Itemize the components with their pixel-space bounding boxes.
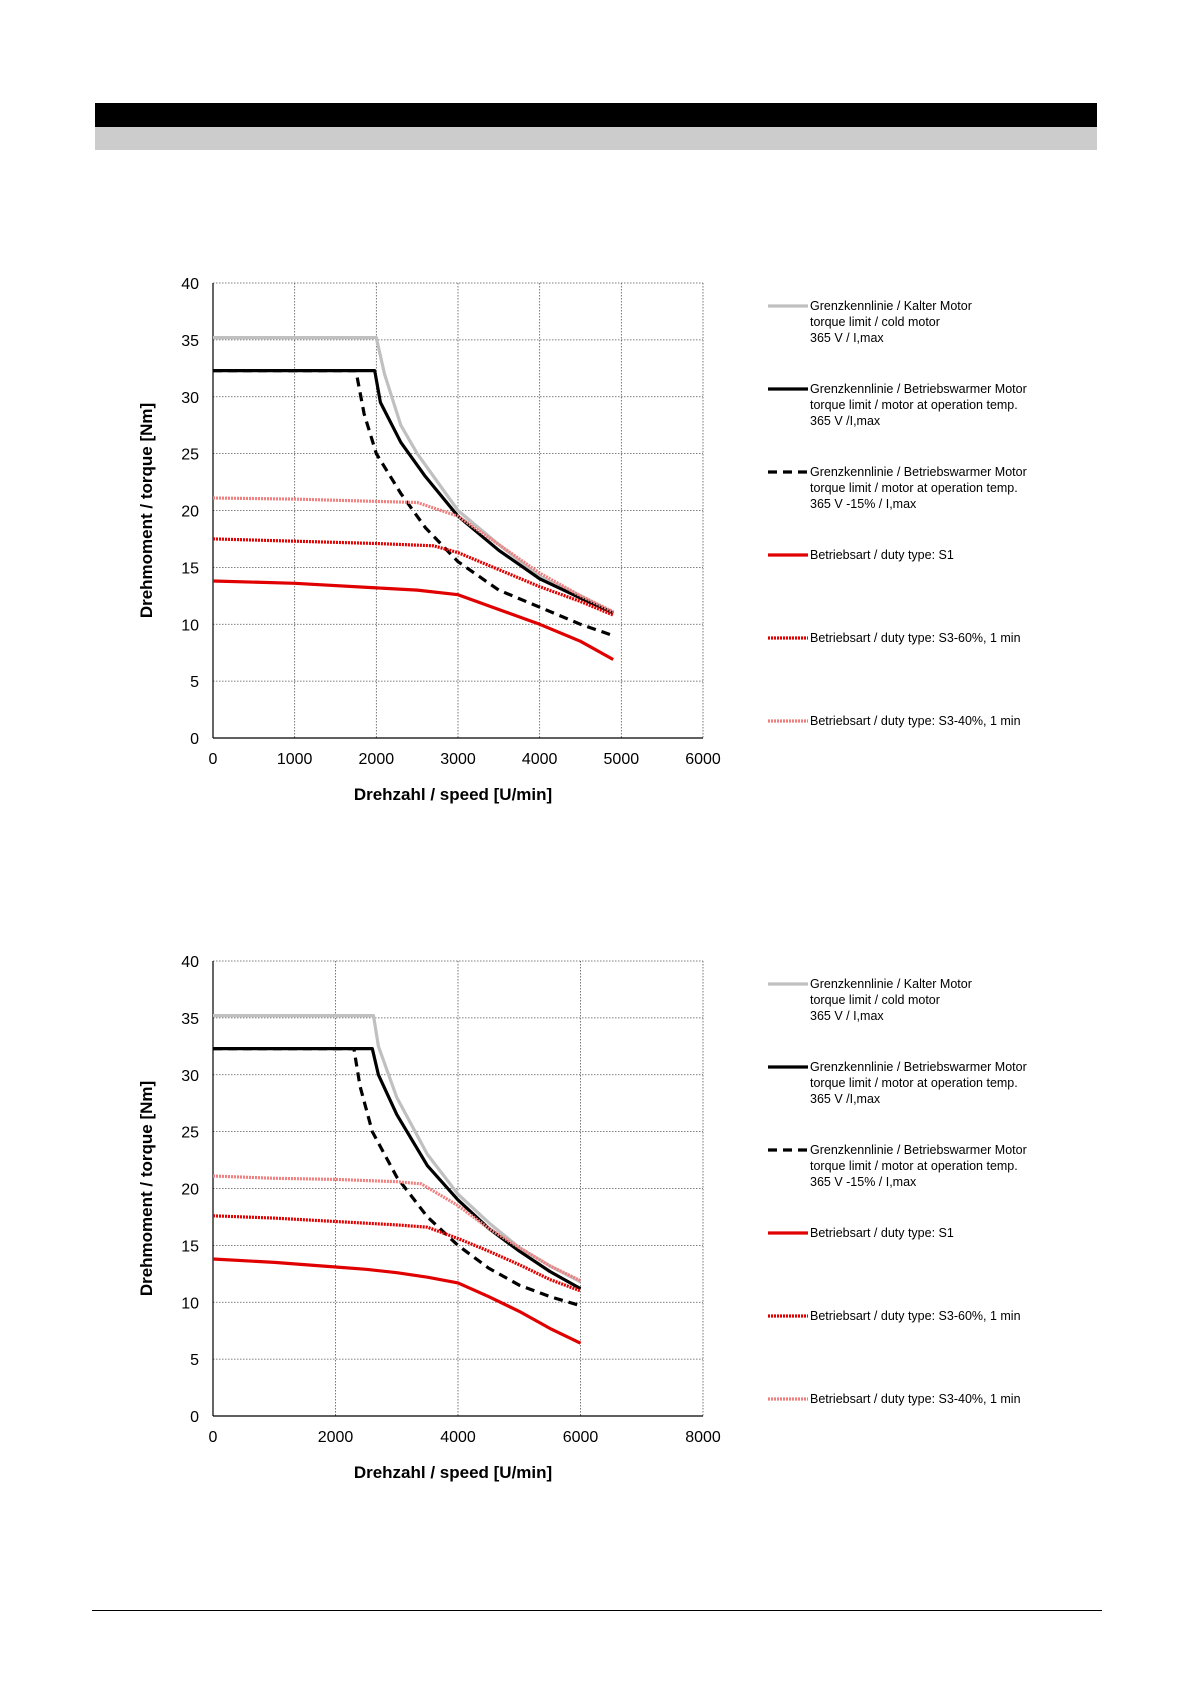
x-tick-label: 8000 <box>685 1429 721 1446</box>
x-tick-label: 4000 <box>440 1429 476 1446</box>
x-tick-label: 5000 <box>604 751 640 768</box>
x-tick-label: 1000 <box>277 751 313 768</box>
x-tick-label: 0 <box>209 1429 218 1446</box>
series-line-2 <box>213 1047 582 1290</box>
y-tick-label: 40 <box>181 954 199 971</box>
y-tick-label: 10 <box>181 617 199 634</box>
y-axis-title: Drehmoment / torque [Nm] <box>137 403 156 618</box>
series-line-1 <box>213 1014 582 1284</box>
y-tick-label: 5 <box>190 674 199 691</box>
series-line-5 <box>212 1214 582 1293</box>
series-line-5 <box>212 537 614 617</box>
legend-label-2: Grenzkennlinie / Betriebswarmer Motor <box>810 382 1027 396</box>
legend-label-2: torque limit / motor at operation temp. <box>810 1076 1018 1090</box>
legend-label-2: 365 V /I,max <box>810 1092 881 1106</box>
series-line-6 <box>212 496 614 614</box>
legend-label-4: Betriebsart / duty type: S1 <box>810 1226 954 1240</box>
y-tick-label: 30 <box>181 1068 199 1085</box>
legend-label-5: Betriebsart / duty type: S3-60%, 1 min <box>810 1309 1021 1323</box>
header-bar-grey <box>95 127 1097 150</box>
y-tick-label: 40 <box>181 276 199 293</box>
legend-label-6: Betriebsart / duty type: S3-40%, 1 min <box>810 714 1021 728</box>
y-tick-label: 35 <box>181 1011 199 1028</box>
legend-label-6: Betriebsart / duty type: S3-40%, 1 min <box>810 1392 1021 1406</box>
series-line-3 <box>213 369 614 638</box>
x-tick-label: 2000 <box>359 751 395 768</box>
series-line-4 <box>212 1257 582 1345</box>
x-tick-label: 6000 <box>685 751 721 768</box>
y-tick-label: 20 <box>181 504 199 521</box>
series-line-3 <box>213 1047 581 1308</box>
x-tick-label: 6000 <box>563 1429 599 1446</box>
legend-label-4: Betriebsart / duty type: S1 <box>810 548 954 562</box>
footer-rule <box>92 1610 1102 1611</box>
legend-label-5: Betriebsart / duty type: S3-60%, 1 min <box>810 631 1021 645</box>
header-bar-black <box>95 103 1097 127</box>
legend-label-3: Grenzkennlinie / Betriebswarmer Motor <box>810 465 1027 479</box>
y-tick-label: 15 <box>181 560 199 577</box>
legend-label-2: torque limit / motor at operation temp. <box>810 398 1018 412</box>
x-axis-title: Drehzahl / speed [U/min] <box>354 785 552 804</box>
x-tick-label: 4000 <box>522 751 558 768</box>
series-line-4 <box>212 579 614 661</box>
legend-label-3: 365 V -15% / I,max <box>810 1175 917 1189</box>
series-line-6 <box>212 1174 582 1283</box>
legend-label-3: torque limit / motor at operation temp. <box>810 481 1018 495</box>
legend-label-3: Grenzkennlinie / Betriebswarmer Motor <box>810 1143 1027 1157</box>
y-tick-label: 0 <box>190 1409 199 1426</box>
y-tick-label: 0 <box>190 731 199 748</box>
y-axis-title: Drehmoment / torque [Nm] <box>137 1081 156 1296</box>
legend-label-1: 365 V / I,max <box>810 331 884 345</box>
y-tick-label: 25 <box>181 447 199 464</box>
y-tick-label: 30 <box>181 390 199 407</box>
torque-speed-chart-1: 0 1000 2000 3000 4000 5000 6000 0 5 10 15 20 25 30 35 4… <box>137 276 1027 804</box>
legend-label-2: Grenzkennlinie / Betriebswarmer Motor <box>810 1060 1027 1074</box>
legend-label-1: torque limit / cold motor <box>810 315 940 329</box>
legend-label-3: 365 V -15% / I,max <box>810 497 917 511</box>
y-tick-label: 5 <box>190 1352 199 1369</box>
y-tick-label: 10 <box>181 1295 199 1312</box>
legend-label-3: torque limit / motor at operation temp. <box>810 1159 1018 1173</box>
legend-label-1: Grenzkennlinie / Kalter Motor <box>810 299 972 313</box>
x-tick-label: 0 <box>209 751 218 768</box>
x-tick-label: 3000 <box>440 751 476 768</box>
y-tick-label: 15 <box>181 1238 199 1255</box>
legend-label-1: 365 V / I,max <box>810 1009 884 1023</box>
x-tick-label: 2000 <box>318 1429 354 1446</box>
legend-label-1: torque limit / cold motor <box>810 993 940 1007</box>
series-line-1 <box>213 336 614 615</box>
series-line-2 <box>213 369 614 615</box>
y-tick-label: 35 <box>181 333 199 350</box>
y-tick-label: 20 <box>181 1182 199 1199</box>
torque-speed-chart-2: 0 2000 4000 6000 8000 0 5 10 15 20 25 30 35 40 Drehzah… <box>137 954 1027 1482</box>
legend-label-2: 365 V /I,max <box>810 414 881 428</box>
legend-label-1: Grenzkennlinie / Kalter Motor <box>810 977 972 991</box>
x-axis-title: Drehzahl / speed [U/min] <box>354 1463 552 1482</box>
y-tick-label: 25 <box>181 1125 199 1142</box>
